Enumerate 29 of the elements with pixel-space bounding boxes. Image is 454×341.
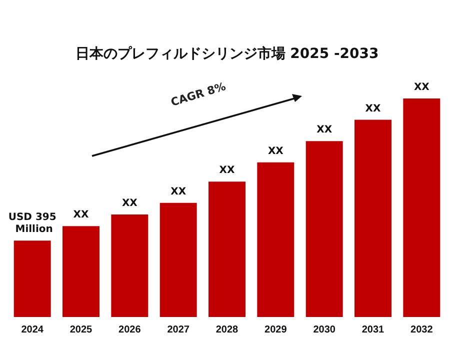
x-tick-label: 2030	[313, 324, 336, 336]
data-label: XX	[316, 124, 332, 136]
x-tick-label: 2032	[410, 324, 434, 336]
x-tick-label: 2026	[118, 324, 142, 336]
bar	[257, 162, 294, 317]
data-label: XX	[73, 210, 89, 221]
annotation: CAGR 8%	[169, 80, 228, 109]
chart-title: 日本のプレフィルドシリンジ市場 2025 -2033	[75, 45, 379, 62]
x-tick-label: 2024	[21, 324, 44, 336]
x-tick-label: 2027	[167, 324, 190, 336]
bar	[14, 240, 51, 317]
data-label: XX	[268, 146, 284, 157]
bar	[403, 98, 440, 317]
data-label: XX	[170, 186, 186, 198]
x-tick-label: 2028	[216, 324, 239, 336]
x-tick-label: 2025	[70, 324, 93, 336]
data-label: USD 395 Million	[8, 212, 56, 236]
x-tick-label: 2029	[264, 324, 288, 336]
bar	[62, 226, 100, 317]
x-tick-label: 2031	[362, 324, 385, 336]
bar	[208, 182, 246, 317]
bar	[354, 120, 392, 317]
data-label: XX	[365, 103, 381, 114]
data-label: XX	[219, 165, 235, 176]
bar	[160, 202, 197, 317]
bar	[111, 214, 148, 317]
data-label: XX	[122, 198, 138, 210]
data-label: XX	[414, 82, 430, 94]
bar	[306, 141, 343, 317]
